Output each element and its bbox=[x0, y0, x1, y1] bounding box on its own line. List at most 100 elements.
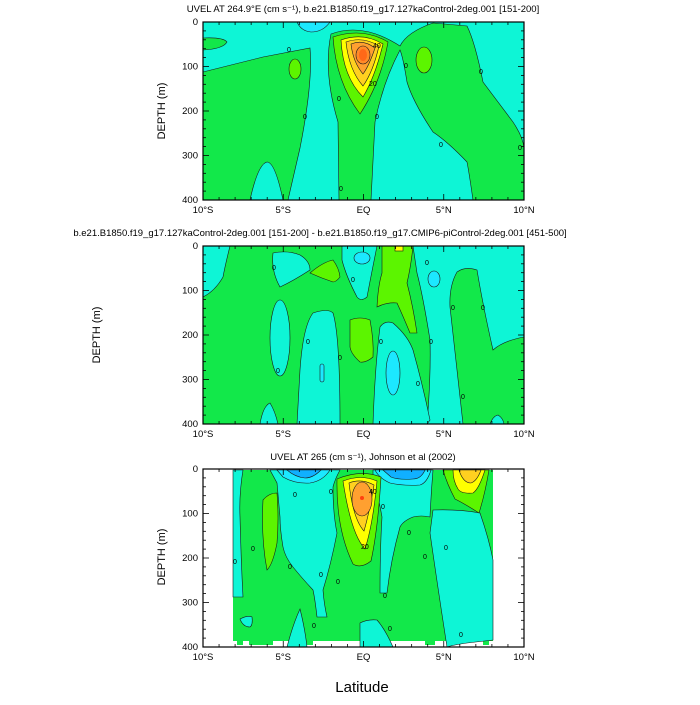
panel-3-contour-label-40: 40 bbox=[369, 489, 377, 496]
panel-1-west-green-region bbox=[202, 47, 311, 201]
panel-2-cyan-top-region bbox=[272, 251, 311, 288]
panel-3-cyan-bottom-tongue bbox=[286, 608, 308, 648]
panel-3: 40 20 0 0 0 0 0 0 0 0 0 0 0 0 0 0 0 10°S… bbox=[182, 464, 535, 663]
panel-3-cyan-bottom-region bbox=[359, 619, 394, 648]
panel-1-title: UVEL AT 264.9°E (cm s⁻¹), b.e21.B1850.f1… bbox=[187, 4, 539, 15]
y-tick-label: 100 bbox=[182, 62, 198, 73]
panel-2-cyan-blob bbox=[269, 299, 291, 377]
x-tick-label: 10°N bbox=[513, 429, 534, 440]
y-tick-label: 400 bbox=[182, 642, 198, 653]
panel-2-east-cyan-region bbox=[412, 245, 525, 425]
panel-2-cyan-tongue bbox=[372, 321, 431, 425]
panel-2-ylabel: DEPTH (m) bbox=[91, 307, 103, 364]
panel-1-contour-label-0: 0 bbox=[375, 114, 379, 121]
panel-3-contour-label-0: 0 bbox=[312, 623, 316, 630]
panel-3-light-green-blob bbox=[262, 492, 279, 571]
x-tick-label: 5°N bbox=[436, 205, 452, 216]
panel-1-light-green-blob-east bbox=[415, 46, 433, 74]
y-tick-label: 200 bbox=[182, 106, 198, 117]
panel-3-contour-label-0: 0 bbox=[459, 632, 463, 639]
panel-3-euc-core bbox=[360, 496, 364, 500]
x-tick-label: EQ bbox=[357, 205, 371, 216]
panel-2-contour-label-0: 0 bbox=[379, 339, 383, 346]
panel-3-contour-label-0: 0 bbox=[381, 504, 385, 511]
panel-1-contour-label-0: 0 bbox=[337, 96, 341, 103]
panel-2-light-green-region bbox=[309, 259, 341, 283]
panel-1-contour-label-40: 40 bbox=[373, 43, 381, 50]
panel-1-contour-label-0: 0 bbox=[479, 69, 483, 76]
y-tick-label: 300 bbox=[182, 375, 198, 386]
panel-3-contour-label-0: 0 bbox=[288, 564, 292, 571]
y-tick-label: 400 bbox=[182, 419, 198, 430]
x-tick-label: 10°S bbox=[193, 429, 214, 440]
panel-3-title: UVEL AT 265 (cm s⁻¹), Johnson et al (200… bbox=[270, 452, 455, 463]
panel-2-contour-label-0: 0 bbox=[481, 305, 485, 312]
y-tick-label: 100 bbox=[182, 509, 198, 520]
panel-3-cyan-small-region bbox=[239, 616, 253, 628]
panel-3-gold-region-right bbox=[458, 469, 482, 484]
panel-2-contour-label-0: 0 bbox=[425, 260, 429, 267]
panel-2-cyan-bottom-region bbox=[259, 402, 279, 425]
panel-2-contour-label-0: 0 bbox=[338, 355, 342, 362]
x-axis-label: Latitude bbox=[335, 679, 388, 696]
panel-3-contour-label-0: 0 bbox=[407, 530, 411, 537]
panel-3-cyan-region bbox=[269, 469, 341, 618]
y-tick-label: 0 bbox=[193, 464, 198, 475]
y-tick-label: 200 bbox=[182, 553, 198, 564]
panel-2-light-cyan-core bbox=[353, 251, 371, 265]
panel-2-axes: 10°S 5°S EQ 5°N 10°N 0 100 200 300 400 bbox=[182, 241, 535, 440]
panel-2-cyan-tall-region bbox=[296, 310, 341, 425]
panel-1-contour-label-0: 0 bbox=[404, 63, 408, 70]
panel-2-title: b.e21.B1850.f19_g17.127kaControl-2deg.00… bbox=[73, 228, 566, 239]
panel-1-contour-label-20: 20 bbox=[369, 81, 377, 88]
panel-2-contour-label-0: 0 bbox=[351, 277, 355, 284]
panel-2-light-cyan-sliver bbox=[319, 363, 325, 383]
panel-2-contour-label-0: 0 bbox=[416, 381, 420, 388]
y-tick-label: 300 bbox=[182, 598, 198, 609]
panel-3-cyan-region-right bbox=[429, 509, 494, 648]
panel-3-contour-label-20: 20 bbox=[361, 544, 369, 551]
panel-1-light-green-blob bbox=[288, 58, 302, 80]
panel-2-contour-label-0: 0 bbox=[306, 339, 310, 346]
panel-1-contour-label-0: 0 bbox=[339, 186, 343, 193]
panel-1-green-region bbox=[202, 37, 228, 51]
panel-3-westward-blue-region bbox=[286, 469, 322, 479]
panel-1-euc-core bbox=[359, 49, 367, 61]
panel-2: 0 0 0 0 0 0 0 0 0 0 0 0 10°S 5°S EQ 5°N 10°N… bbox=[182, 241, 535, 440]
panel-3-contour-label-0: 0 bbox=[233, 559, 237, 566]
panel-2-contour-label-0: 0 bbox=[429, 339, 433, 346]
panel-2-contour-label-0: 0 bbox=[276, 368, 280, 375]
panel-2-west-cyan-region bbox=[202, 245, 231, 298]
y-tick-label: 400 bbox=[182, 195, 198, 206]
panel-2-light-green-region bbox=[349, 317, 374, 363]
panel-2-light-cyan-tongue-core bbox=[385, 350, 401, 396]
x-tick-label: 10°S bbox=[193, 205, 214, 216]
panel-1-contour-label-0: 0 bbox=[287, 47, 291, 54]
y-tick-label: 0 bbox=[193, 241, 198, 252]
x-tick-label: 10°N bbox=[513, 652, 534, 663]
y-tick-label: 100 bbox=[182, 286, 198, 297]
panel-2-contour-label-0: 0 bbox=[451, 305, 455, 312]
panel-3-westward-blue-region-east bbox=[382, 469, 426, 480]
panel-2-light-green-region bbox=[376, 245, 418, 334]
panel-2-light-cyan-blob bbox=[427, 270, 441, 288]
panel-2-contour-label-0: 0 bbox=[272, 265, 276, 272]
x-tick-label: 5°N bbox=[436, 429, 452, 440]
x-tick-label: EQ bbox=[357, 429, 371, 440]
panel-3-contour-label-0: 0 bbox=[251, 546, 255, 553]
panel-2-cyan-small-region bbox=[489, 414, 505, 425]
panel-3-contour-label-0: 0 bbox=[319, 572, 323, 579]
panel-3-contour-label-0: 0 bbox=[444, 545, 448, 552]
panel-1-ylabel: DEPTH (m) bbox=[156, 83, 168, 140]
y-tick-label: 0 bbox=[193, 17, 198, 28]
panel-2-yellow-region bbox=[394, 245, 404, 252]
panel-3-contour-label-0: 0 bbox=[293, 492, 297, 499]
x-tick-label: 5°N bbox=[436, 652, 452, 663]
y-tick-label: 300 bbox=[182, 151, 198, 162]
panel-3-contour-label-0: 0 bbox=[336, 579, 340, 586]
panel-3-cyan-region-east bbox=[372, 469, 434, 594]
x-tick-label: 5°S bbox=[276, 652, 291, 663]
